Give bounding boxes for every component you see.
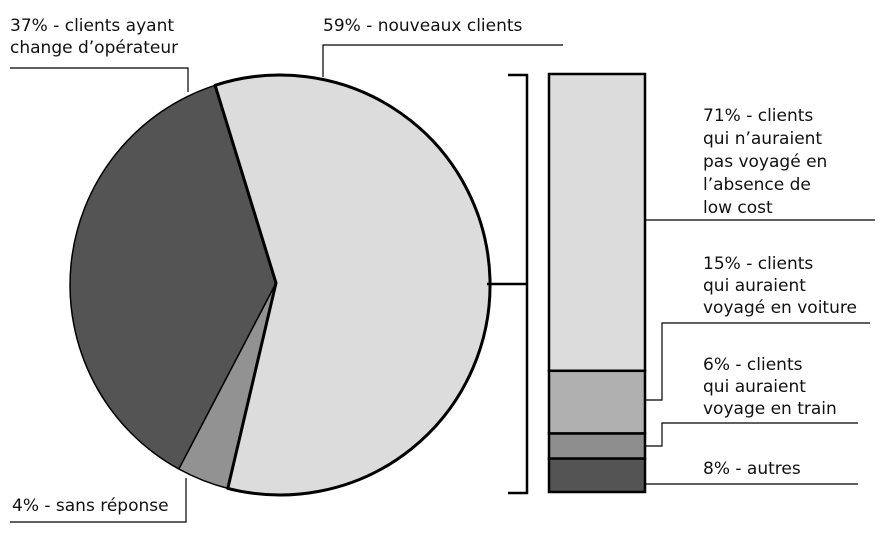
bar-segment-nolowcost (547, 72, 647, 373)
pie-slice-new (213, 73, 492, 497)
bar-segment-others (547, 457, 647, 494)
bar-label-others: 8% - autres (703, 459, 801, 479)
pie-label-noresp: 4% - sans réponse (12, 496, 169, 516)
leader-car (645, 322, 870, 401)
leader-lines (10, 44, 875, 523)
pie-label-new: 59% - nouveaux clients (323, 16, 523, 36)
bar-segment-car (547, 369, 647, 435)
labels: 37% - clients ayant change d’opérateur 59%… (10, 16, 857, 516)
breakdown-bracket (487, 73, 529, 495)
bar-segment-train (547, 432, 647, 460)
leader-new (322, 44, 563, 77)
bar-label-train: 6% - clients qui auraient voyage en train (703, 355, 837, 419)
bar-label-nolowcost: 71% - clients qui n’auraient pas voyagé en… (703, 106, 827, 218)
pie-label-switch: 37% - clients ayant change d’opérateur (10, 16, 178, 58)
leader-train (645, 422, 858, 447)
pie-slice-switch (69, 84, 277, 470)
leader-noresp (10, 478, 187, 523)
pie-chart (69, 73, 492, 497)
leader-switch (10, 67, 189, 92)
stacked-bar (547, 72, 647, 494)
bar-label-car: 15% - clients qui auraient voyagé en voitu… (703, 254, 857, 318)
